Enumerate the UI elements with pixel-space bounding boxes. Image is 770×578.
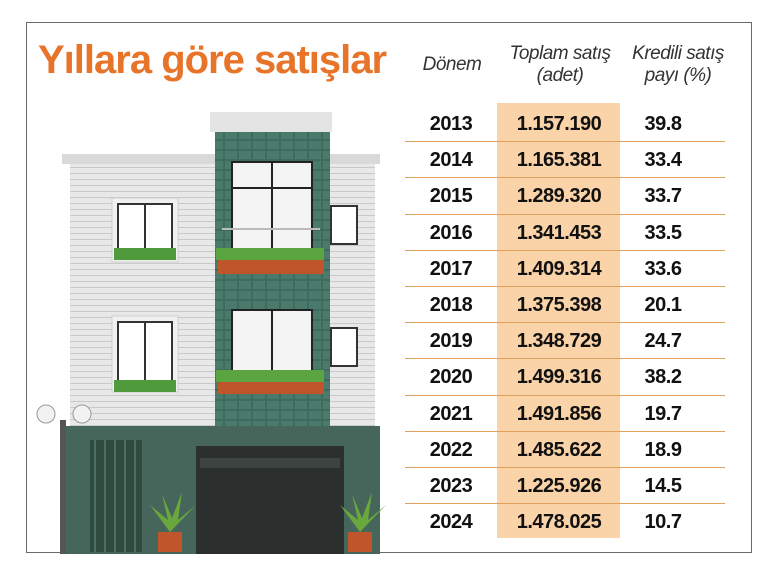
row-divider <box>405 177 725 179</box>
cell-year: 2020 <box>429 366 473 389</box>
row-divider <box>405 430 725 432</box>
row-divider <box>405 503 725 505</box>
cell-credit-share: 20.1 <box>644 294 682 316</box>
cell-credit-share: 24.7 <box>644 330 682 353</box>
cell-year: 2015 <box>429 185 473 208</box>
cell-total-sales: 1.375.398 <box>516 294 602 316</box>
chart-title: Yıllara göre satışlar <box>38 38 387 82</box>
window-left-lower <box>111 315 179 393</box>
header-share-line2: payı (%) <box>644 65 712 86</box>
row-divider <box>405 249 725 251</box>
row-divider <box>405 358 725 360</box>
cell-credit-share: 38.2 <box>644 366 682 389</box>
cell-total-sales: 1.341.453 <box>516 221 602 244</box>
cell-total-sales: 1.478.025 <box>516 511 602 534</box>
total-column-highlight <box>497 103 620 538</box>
cell-year: 2018 <box>429 294 473 316</box>
header-share-line1: Kredili satış <box>632 43 724 64</box>
cell-total-sales: 1.499.316 <box>516 366 602 389</box>
header-period-label: Dönem <box>422 54 482 75</box>
row-divider <box>405 213 725 215</box>
cell-total-sales: 1.409.314 <box>516 257 602 280</box>
cell-year: 2014 <box>429 149 473 172</box>
cell-total-sales: 1.225.926 <box>516 475 602 497</box>
row-divider <box>405 394 725 396</box>
cell-year: 2019 <box>429 330 473 353</box>
cell-year: 2017 <box>429 257 473 280</box>
cell-year: 2023 <box>429 475 473 497</box>
row-divider <box>405 141 725 143</box>
cell-credit-share: 14.5 <box>644 475 682 497</box>
row-divider <box>405 286 725 287</box>
cell-credit-share: 33.5 <box>644 221 682 244</box>
cell-year: 2024 <box>429 511 473 534</box>
header-period: Dönem <box>414 54 490 76</box>
cell-credit-share: 39.8 <box>644 113 682 135</box>
header-total-line2: (adet) <box>536 65 584 86</box>
row-divider <box>405 467 725 468</box>
cell-total-sales: 1.157.190 <box>516 113 602 135</box>
cell-credit-share: 18.9 <box>644 438 682 461</box>
cell-total-sales: 1.348.729 <box>516 330 602 353</box>
header-total: Toplam satış (adet) <box>500 43 620 87</box>
cell-year: 2022 <box>429 438 473 461</box>
cell-year: 2021 <box>429 402 473 425</box>
header-total-line1: Toplam satış <box>509 43 611 64</box>
window-left-upper <box>111 197 179 263</box>
cell-total-sales: 1.289.320 <box>516 185 602 208</box>
cell-year: 2016 <box>429 221 473 244</box>
cell-total-sales: 1.165.381 <box>516 149 602 172</box>
cell-credit-share: 33.4 <box>644 149 682 172</box>
cell-credit-share: 33.7 <box>644 185 682 208</box>
cell-total-sales: 1.491.856 <box>516 402 602 425</box>
cell-credit-share: 19.7 <box>644 402 682 425</box>
header-share: Kredili satış payı (%) <box>624 43 732 87</box>
cell-total-sales: 1.485.622 <box>516 438 602 461</box>
cell-credit-share: 33.6 <box>644 257 682 280</box>
cell-year: 2013 <box>429 113 473 135</box>
cell-credit-share: 10.7 <box>644 511 682 534</box>
row-divider <box>405 322 725 324</box>
